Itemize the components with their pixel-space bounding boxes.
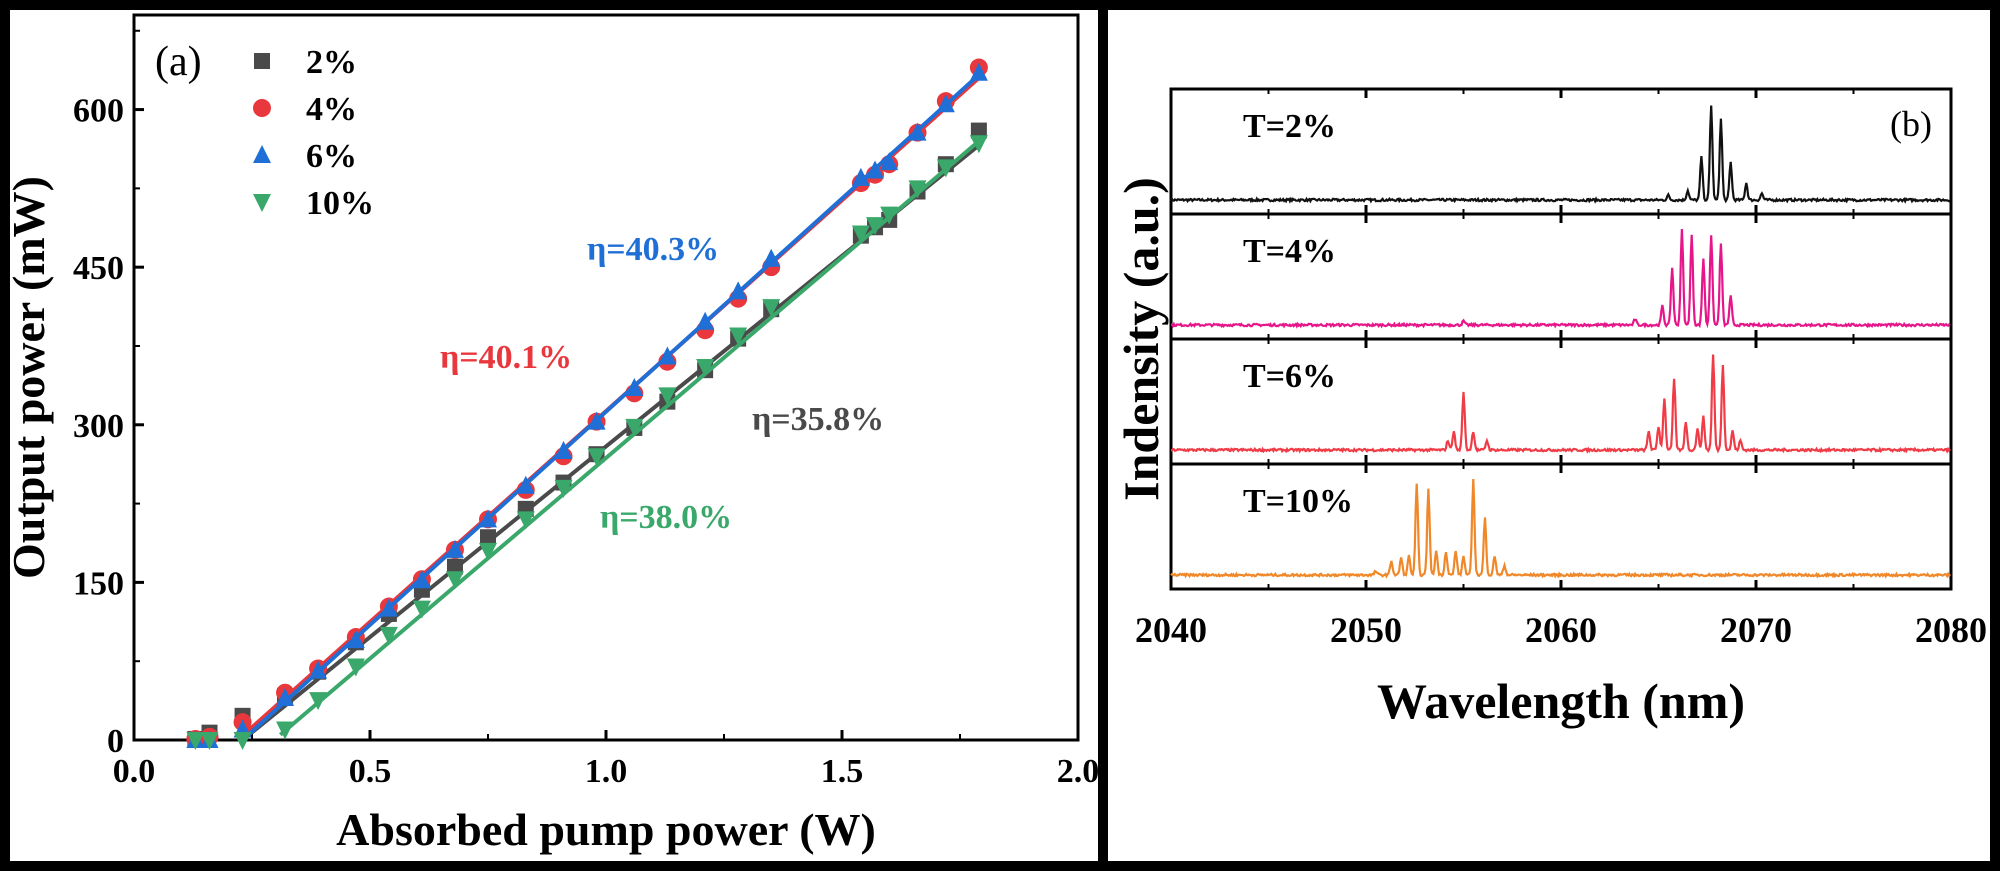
data-point-triangle-down — [969, 135, 988, 154]
data-point-triangle-up — [587, 411, 606, 430]
data-point-triangle-up — [516, 475, 535, 494]
x-tick-label: 2040 — [1135, 610, 1207, 650]
data-point-triangle-up — [445, 539, 464, 558]
data-point-triangle-down — [936, 159, 955, 178]
data-point-triangle-down — [696, 358, 715, 377]
panel-b: T=2% T=4% T=6% T=10% 2040 2050 2060 2070 2080 Wav… — [1113, 87, 1987, 729]
data-point-triangle-down — [379, 626, 398, 645]
data-point-triangle-up — [309, 660, 328, 679]
data-point-triangle-down — [880, 206, 899, 225]
spectrum-line — [1171, 354, 1951, 454]
panel-divider — [1098, 10, 1108, 861]
data-point-triangle-up — [851, 167, 870, 186]
series-6pct — [186, 62, 988, 748]
data-point-triangle-down — [851, 225, 870, 244]
y-tick-label: 150 — [73, 565, 124, 602]
x-axis-title: Wavelength (nm) — [1377, 673, 1745, 729]
data-point-triangle-down — [762, 299, 781, 318]
panel-a: 0.0 0.5 1.0 1.5 2.0 0 150 300 450 600 Absorbed pum… — [3, 13, 1100, 855]
y-axis-title: Indensity (a.u.) — [1113, 177, 1169, 501]
panel-label: (b) — [1890, 104, 1932, 144]
data-point-triangle-down — [445, 571, 464, 590]
efficiency-annotation: η=35.8% — [752, 401, 884, 438]
legend-marker — [253, 194, 271, 212]
x-tick-label: 2050 — [1330, 610, 1402, 650]
y-axis-title: Output power (mW) — [3, 176, 54, 579]
data-point-triangle-down — [516, 511, 535, 530]
data-point-triangle-up — [379, 598, 398, 617]
spectrum-label: T=2% — [1243, 108, 1336, 145]
data-point-triangle-up — [696, 311, 715, 330]
spectrum-label: T=4% — [1243, 233, 1336, 270]
x-axis-title: Absorbed pump power (W) — [336, 804, 876, 855]
data-point-triangle-up — [276, 687, 295, 706]
data-point-triangle-up — [479, 509, 497, 528]
data-point-triangle-up — [969, 62, 988, 81]
efficiency-annotation: η=40.1% — [440, 339, 572, 376]
data-point-triangle-down — [587, 448, 606, 467]
legend-label: 4% — [306, 91, 357, 128]
data-point-triangle-up — [880, 152, 899, 171]
data-point-triangle-down — [625, 418, 644, 437]
legend-marker — [253, 145, 271, 163]
x-tick-label: 2070 — [1720, 610, 1792, 650]
x-tick-label: 2.0 — [1057, 753, 1100, 790]
legend-label: 2% — [306, 44, 357, 81]
x-tick-label: 0.5 — [349, 753, 392, 790]
data-point-triangle-down — [186, 732, 205, 750]
data-point-square — [446, 558, 463, 575]
data-point-triangle-down — [554, 479, 573, 498]
data-point-triangle-up — [625, 378, 644, 397]
legend-label: 10% — [306, 185, 374, 222]
spectrum-line — [1170, 478, 1951, 579]
y-tick-label: 300 — [73, 408, 124, 445]
data-point-triangle-up — [346, 630, 365, 649]
data-point-square — [480, 529, 496, 546]
data-point-triangle-down — [729, 327, 748, 346]
efficiency-annotation: η=38.0% — [600, 499, 732, 536]
y-tick-label: 450 — [73, 250, 124, 287]
data-point-triangle-up — [762, 248, 781, 267]
legend-marker — [253, 99, 271, 117]
panel-label: (a) — [155, 39, 202, 85]
data-point-triangle-up — [554, 441, 573, 460]
y-tick-label: 600 — [73, 93, 124, 130]
efficiency-annotation: η=40.3% — [587, 231, 719, 268]
data-point-triangle-up — [908, 122, 927, 141]
legend-label: 6% — [306, 138, 357, 175]
legend-marker — [254, 53, 270, 69]
spectrum-line — [1169, 105, 1951, 204]
x-tick-label: 2080 — [1915, 610, 1987, 650]
data-point-square — [970, 122, 987, 139]
data-point-triangle-down — [479, 542, 497, 561]
data-point-triangle-down — [276, 721, 295, 740]
y-tick-label: 0 — [107, 723, 124, 760]
spectrum-line — [1170, 228, 1951, 329]
spectrum-label: T=6% — [1243, 358, 1336, 395]
data-point-triangle-down — [908, 180, 927, 199]
data-point-triangle-down — [200, 732, 219, 750]
data-point-triangle-down — [233, 732, 252, 750]
x-tick-label: 1.0 — [585, 753, 628, 790]
data-point-triangle-down — [412, 600, 431, 619]
data-point-triangle-up — [658, 346, 677, 365]
data-point-triangle-down — [346, 658, 365, 677]
data-point-triangle-up — [866, 160, 885, 179]
series-10pct — [186, 135, 988, 750]
data-point-triangle-up — [936, 94, 955, 113]
data-point-triangle-down — [309, 692, 328, 711]
x-tick-label: 2060 — [1525, 610, 1597, 650]
data-point-triangle-down — [658, 387, 677, 406]
spectrum-label: T=10% — [1243, 483, 1353, 520]
data-point-triangle-down — [866, 217, 885, 236]
data-point-triangle-up — [412, 570, 431, 589]
x-tick-label: 1.5 — [821, 753, 864, 790]
data-point-triangle-up — [729, 281, 748, 300]
x-tick-label: 0.0 — [113, 753, 156, 790]
